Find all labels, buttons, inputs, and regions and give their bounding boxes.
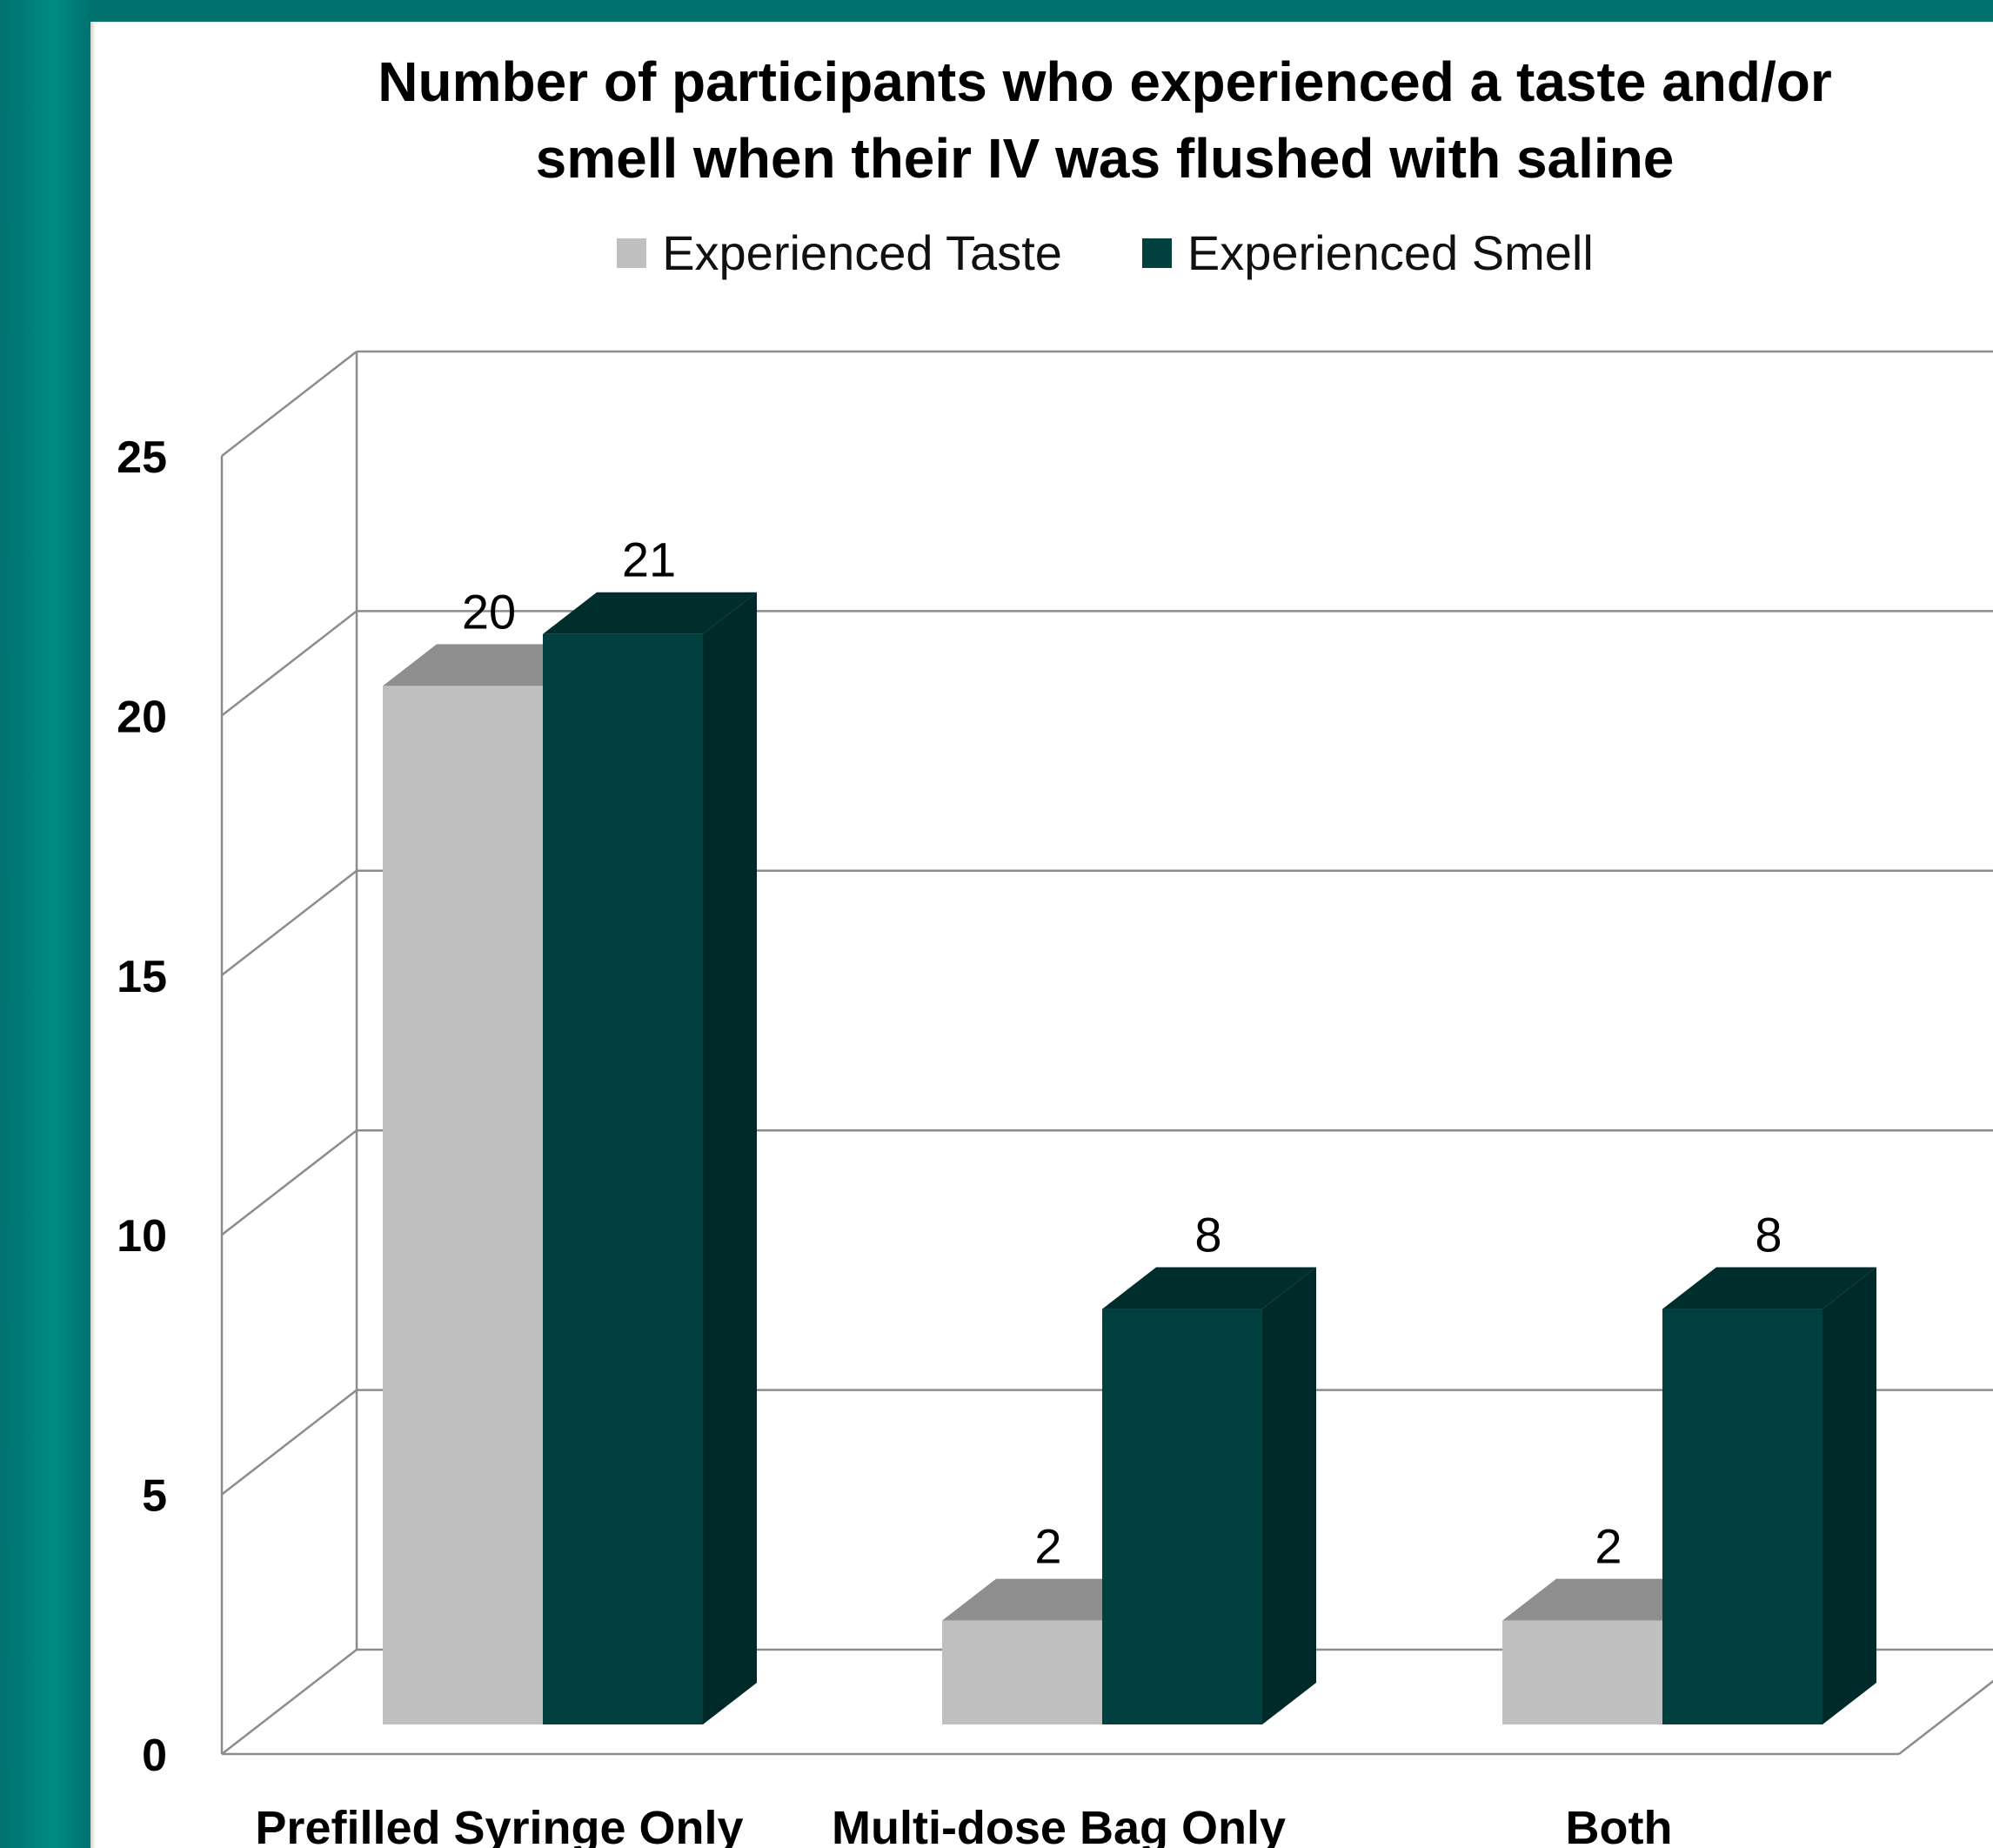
bar-smell-1 [1102,1309,1262,1724]
y-tick-label-20: 20 [117,692,167,742]
left-frame-band [0,0,90,1848]
bar-top-smell-0 [543,592,757,634]
chart-title: Number of participants who experienced a… [217,44,1992,197]
data-label-taste-1: 2 [1034,1519,1061,1574]
legend-swatch-smell [1141,238,1172,268]
legend-label-taste: Experienced Taste [662,225,1062,280]
y-tick-label-10: 10 [117,1211,167,1262]
legend-item-taste: Experienced Taste [617,224,1062,281]
legend-label-smell: Experienced Smell [1187,225,1594,280]
bar-smell-0 [543,633,703,1724]
bar-side-smell-2 [1822,1267,1876,1724]
x-category-label-1: Multi-dose Bag Only [832,1802,1286,1848]
bar-side-smell-0 [703,592,757,1724]
data-label-smell-0: 21 [622,532,676,587]
side-wall-line-15 [221,869,358,976]
side-wall-line-5 [221,1389,358,1496]
bar-taste-0 [383,686,543,1724]
x-category-label-0: Prefilled Syringe Only [255,1802,743,1848]
chart-title-line-1: Number of participants who experienced a… [378,50,1832,113]
bar-side-smell-1 [1262,1267,1316,1724]
y-tick-label-0: 0 [142,1731,167,1781]
chart-legend: Experienced Taste Experienced Smell [0,224,1993,281]
legend-item-smell: Experienced Smell [1141,224,1594,281]
top-frame-band [0,0,1993,22]
side-wall-line-20 [221,610,358,717]
data-label-smell-2: 8 [1755,1208,1782,1262]
y-tick-label-5: 5 [142,1471,167,1522]
data-label-smell-1: 8 [1194,1208,1221,1262]
side-wall-line-25 [221,351,358,457]
y-tick-label-15: 15 [117,952,167,1002]
panel-shadow [90,22,96,1848]
bar-smell-2 [1662,1309,1822,1724]
bar-top-smell-1 [1102,1267,1316,1309]
legend-swatch-taste [617,238,647,268]
bar-taste-1 [942,1620,1102,1724]
chart-title-line-2: smell when their IV was flushed with sal… [535,127,1675,190]
floor-right-edge [1898,1679,1993,1755]
side-wall-line-0 [221,1649,358,1755]
side-wall-line-10 [221,1129,358,1236]
data-label-taste-2: 2 [1595,1519,1622,1574]
x-category-label-2: Both [1566,1802,1673,1848]
bar-top-smell-2 [1662,1267,1876,1309]
data-label-taste-0: 20 [462,584,516,639]
y-tick-label-25: 25 [117,432,167,483]
bar-taste-2 [1502,1620,1662,1724]
